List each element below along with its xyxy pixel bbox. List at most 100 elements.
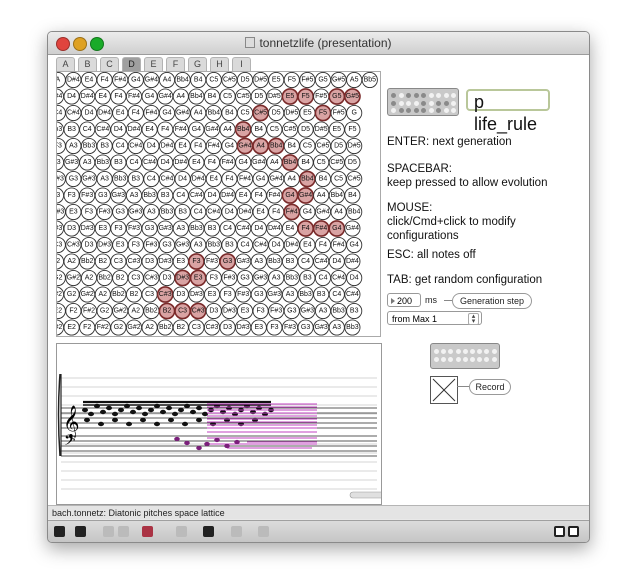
lattice-node[interactable]: C4 bbox=[328, 286, 345, 303]
lattice-node[interactable]: D5 bbox=[268, 104, 285, 122]
lattice-node[interactable]: F#3 bbox=[221, 269, 238, 287]
lattice-node[interactable]: E4 bbox=[94, 88, 111, 105]
p-life-rule-object[interactable]: p life_rule bbox=[466, 89, 550, 134]
matrix-cell[interactable] bbox=[428, 108, 434, 113]
lattice-node[interactable]: F5 bbox=[297, 88, 314, 105]
lattice-node[interactable]: D#5 bbox=[346, 137, 363, 155]
lattice-node[interactable]: Bb4 bbox=[174, 72, 191, 89]
lattice-node[interactable]: G#2 bbox=[125, 319, 143, 336]
bach-score[interactable]: 𝄞 𝄢 bbox=[56, 343, 382, 505]
lattice-node[interactable]: G3 bbox=[283, 302, 300, 320]
tab-i[interactable]: I bbox=[232, 57, 251, 72]
lattice-node[interactable]: D5 bbox=[236, 72, 254, 89]
lattice-node[interactable]: C#3 bbox=[65, 236, 82, 254]
lattice-node[interactable]: Bb2 bbox=[157, 319, 174, 336]
lattice-node[interactable]: A3 bbox=[96, 170, 113, 188]
lattice-node[interactable]: A3 bbox=[143, 203, 160, 221]
lattice-node[interactable]: F4 bbox=[203, 154, 221, 171]
lattice-node[interactable]: G4 bbox=[188, 121, 205, 138]
lattice-node[interactable]: C#4 bbox=[330, 269, 347, 287]
lattice-node[interactable]: D#4 bbox=[344, 253, 361, 270]
lattice-node[interactable]: A3 bbox=[65, 137, 82, 155]
lattice-node[interactable]: D4 bbox=[110, 121, 127, 138]
matrix-cell[interactable] bbox=[477, 349, 483, 354]
lattice-node[interactable]: G#2 bbox=[112, 302, 129, 320]
lattice-node[interactable]: B3 bbox=[281, 253, 299, 270]
lattice-node[interactable]: E5 bbox=[328, 121, 345, 138]
lattice-node[interactable]: C3 bbox=[127, 269, 144, 287]
lattice-node[interactable]: Bb3 bbox=[94, 154, 111, 171]
lattice-node[interactable]: F#4 bbox=[283, 203, 301, 221]
matrix-cell[interactable] bbox=[421, 100, 426, 106]
lattice-node[interactable]: G3 bbox=[250, 286, 267, 303]
lattice-node[interactable]: Bb4 bbox=[267, 137, 285, 155]
life-rule-matrix[interactable] bbox=[387, 88, 459, 116]
matrix-cell[interactable] bbox=[406, 100, 411, 106]
matrix-cell[interactable] bbox=[434, 357, 439, 362]
lattice-node[interactable]: G#4 bbox=[143, 72, 160, 89]
lattice-node[interactable]: A4 bbox=[330, 203, 347, 221]
lattice-node[interactable]: D3 bbox=[141, 253, 158, 270]
lattice-node[interactable]: C#4 bbox=[158, 170, 176, 188]
lattice-node[interactable]: F#3 bbox=[203, 253, 221, 270]
lattice-node[interactable]: E2 bbox=[57, 302, 66, 320]
lattice-node[interactable]: D5 bbox=[330, 137, 347, 155]
lattice-node[interactable]: G4 bbox=[328, 220, 346, 237]
lattice-node[interactable]: C4 bbox=[190, 203, 207, 221]
lattice-node[interactable]: E4 bbox=[80, 72, 98, 89]
grid-icon[interactable] bbox=[231, 526, 242, 537]
lattice-node[interactable]: G3 bbox=[94, 187, 111, 204]
lattice-node[interactable]: F#4 bbox=[143, 104, 160, 122]
lattice-node[interactable]: A2 bbox=[127, 302, 144, 320]
lattice-node[interactable]: F3 bbox=[57, 137, 66, 155]
lattice-node[interactable]: G4 bbox=[141, 88, 158, 105]
matrix-cell[interactable] bbox=[448, 357, 454, 362]
lattice-node[interactable]: G3 bbox=[112, 203, 129, 221]
lattice-node[interactable]: F2 bbox=[57, 253, 65, 270]
lattice-node[interactable]: D#4 bbox=[236, 203, 254, 221]
generation-interval-number[interactable]: 200 bbox=[387, 293, 421, 307]
lattice-node[interactable]: G#3 bbox=[63, 154, 80, 171]
lattice-node[interactable]: G4 bbox=[221, 137, 238, 155]
lattice-node[interactable]: G#3 bbox=[174, 236, 191, 254]
lattice-node[interactable]: G#3 bbox=[157, 220, 174, 237]
lattice-node[interactable]: D#3 bbox=[57, 203, 66, 221]
lattice-node[interactable]: D#3 bbox=[188, 286, 205, 303]
lattice-node[interactable]: Bb3 bbox=[330, 302, 347, 320]
lattice-node[interactable]: F4 bbox=[221, 170, 238, 188]
lattice-node[interactable]: C3 bbox=[57, 236, 66, 254]
lattice-node[interactable]: G#3 bbox=[80, 170, 98, 188]
lattice-node[interactable]: B2 bbox=[172, 319, 189, 336]
matrix-cell[interactable] bbox=[462, 349, 468, 354]
lattice-node[interactable]: G4 bbox=[127, 72, 144, 89]
lattice-node[interactable]: Bb3 bbox=[141, 187, 158, 204]
lattice-node[interactable]: E4 bbox=[235, 187, 252, 204]
lattice-node[interactable]: Bb4 bbox=[346, 203, 363, 221]
lattice-node[interactable]: C#4 bbox=[65, 104, 82, 122]
lattice-node[interactable]: D#4 bbox=[219, 187, 236, 204]
matrix-cell[interactable] bbox=[484, 357, 490, 362]
lattice-node[interactable]: D4 bbox=[328, 253, 345, 270]
record-toggle[interactable] bbox=[430, 376, 458, 404]
lattice-node[interactable]: G3 bbox=[57, 154, 65, 171]
matrix-cell[interactable] bbox=[441, 357, 447, 362]
lattice-node[interactable]: G#3 bbox=[110, 187, 127, 204]
lattice-node[interactable]: D#4 bbox=[190, 170, 207, 188]
connection-icon[interactable] bbox=[203, 526, 214, 537]
matrix-cell[interactable] bbox=[428, 100, 434, 106]
lattice-node[interactable]: G#3 bbox=[313, 319, 330, 336]
lattice-node[interactable]: A bbox=[57, 72, 66, 89]
lattice-node[interactable]: C4 bbox=[79, 121, 96, 138]
matrix-cell[interactable] bbox=[434, 349, 439, 354]
matrix-cell[interactable] bbox=[451, 108, 456, 113]
lattice-node[interactable]: F#3 bbox=[96, 203, 113, 221]
lattice-node[interactable]: C#3 bbox=[57, 220, 65, 237]
lattice-node[interactable]: A4 bbox=[158, 72, 176, 89]
inspector-icon[interactable] bbox=[176, 526, 187, 537]
lattice-node[interactable]: C5 bbox=[330, 170, 347, 188]
lattice-node[interactable]: A4 bbox=[313, 187, 330, 204]
lattice-node[interactable]: F#4 bbox=[172, 121, 189, 138]
lattice-node[interactable]: G2 bbox=[110, 319, 127, 336]
lattice-node[interactable]: F4 bbox=[250, 187, 267, 204]
matrix-cell[interactable] bbox=[391, 100, 396, 106]
